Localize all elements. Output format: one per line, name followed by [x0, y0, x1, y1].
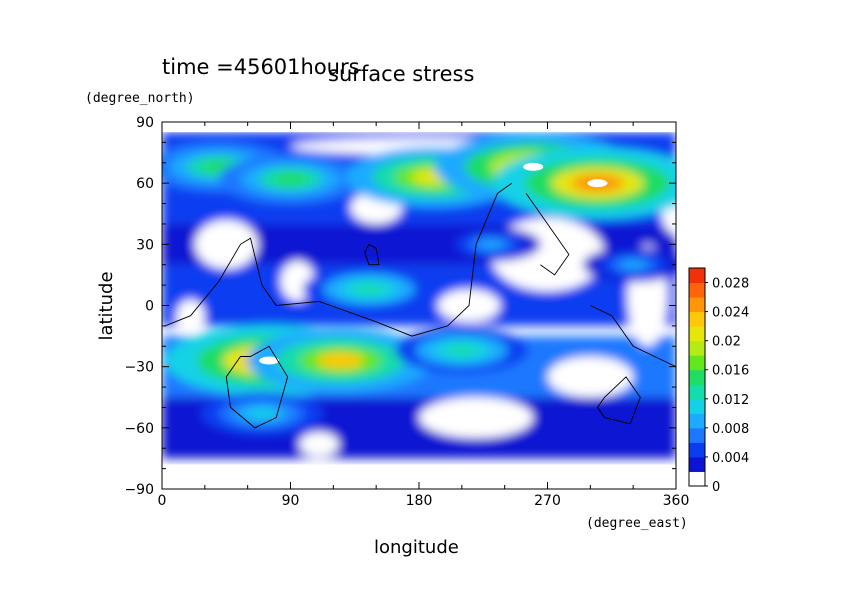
colorbar-swatch: [689, 369, 705, 385]
stress-point-8: [246, 408, 278, 419]
y-tick-label: −30: [124, 360, 154, 376]
colorbar-tick-label: 0: [712, 480, 720, 495]
colorbar-swatch: [689, 384, 705, 400]
colorbar-tick-label: 0.028: [712, 277, 749, 292]
x-tick-label: 0: [158, 493, 167, 509]
colorbar-swatch: [689, 471, 705, 487]
colorbar-tick-label: 0.004: [712, 451, 749, 466]
y-axis-title: latitude: [96, 271, 117, 340]
colorbar-swatch: [689, 268, 705, 284]
x-unit-label: (degree_east): [586, 516, 688, 531]
coastline-4: [596, 376, 641, 425]
x-axis: 0 90 180 270 360: [158, 122, 690, 509]
colorbar-swatch: [689, 456, 705, 472]
coastline-2: [364, 243, 380, 266]
x-tick-label: 90: [282, 493, 300, 509]
y-tick-label: 30: [136, 237, 154, 253]
x-tick-label: 270: [534, 493, 561, 509]
colorbar: 0 0.004 0.008 0.012 0.016 0.02 0.024 0.028: [688, 267, 749, 495]
y-tick-label: 0: [145, 299, 154, 315]
x-tick-label: 180: [406, 493, 433, 509]
colorbar-tick-label: 0.012: [712, 393, 749, 408]
colorbar-swatch: [689, 311, 705, 327]
colorbar-swatch: [689, 297, 705, 313]
colorbar-swatch: [689, 355, 705, 371]
y-tick-label: 90: [136, 115, 154, 131]
coastline-1: [225, 345, 289, 429]
colorbar-swatch: [689, 282, 705, 298]
colorbar-swatch: [689, 442, 705, 458]
colorbar-tick-label: 0.024: [712, 306, 749, 321]
coastline-5: [590, 305, 676, 368]
colorbar-tick-label: 0.008: [712, 422, 749, 437]
y-unit-label: (degree_north): [85, 91, 195, 106]
colorbar-tick-label: 0.016: [712, 364, 749, 379]
stress-max-core: [587, 179, 608, 188]
stress-max-core: [259, 356, 280, 365]
stress-field: [162, 122, 676, 489]
calm-region: [547, 356, 634, 398]
time-label: time =45601hours: [162, 55, 360, 79]
stress-point-11: [620, 260, 646, 270]
colorbar-swatch: [689, 326, 705, 342]
stress-point-10: [477, 240, 503, 249]
colorbar-swatch: [689, 398, 705, 414]
coastline-3: [525, 193, 570, 276]
coastline-0: [164, 182, 513, 337]
stress-point-7: [445, 344, 479, 357]
calm-region: [419, 397, 534, 439]
coastlines: [164, 182, 676, 429]
x-tick-label: 360: [663, 493, 690, 509]
calm-region: [194, 219, 258, 269]
colorbar-swatch: [689, 413, 705, 429]
stress-point-6: [317, 352, 364, 369]
stress-max-core: [523, 162, 544, 171]
y-tick-label: −90: [124, 482, 154, 498]
colorbar-swatch: [689, 427, 705, 443]
chart-title: surface stress: [328, 62, 474, 86]
calm-region: [299, 431, 340, 457]
y-tick-label: 60: [136, 176, 154, 192]
colorbar-swatch: [689, 340, 705, 356]
y-tick-label: −60: [124, 421, 154, 437]
stress-point-1: [272, 172, 309, 186]
x-axis-title: longitude: [374, 537, 459, 558]
colorbar-frame: [688, 267, 706, 487]
colorbar-tick-label: 0.02: [712, 335, 741, 350]
stress-point-9: [352, 283, 386, 295]
y-axis: 90 60 30 0 −30 −60 −90: [124, 115, 676, 498]
